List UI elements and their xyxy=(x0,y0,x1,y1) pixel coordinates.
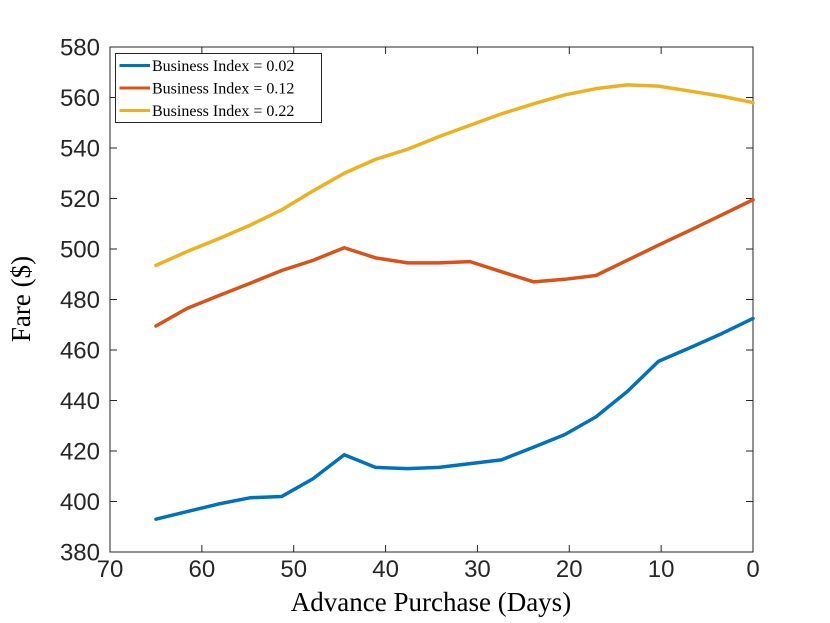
x-tick-label: 70 xyxy=(97,556,124,583)
y-tick-label: 480 xyxy=(60,287,100,314)
y-tick-label: 400 xyxy=(60,489,100,516)
legend: Business Index = 0.02 Business Index = 0.… xyxy=(115,53,322,123)
legend-entry-label: Business Index = 0.02 xyxy=(152,58,294,75)
x-axis-label: Advance Purchase (Days) xyxy=(291,587,571,617)
y-tick-label: 380 xyxy=(60,539,100,566)
series-line-2 xyxy=(154,83,755,268)
legend-entry-label: Business Index = 0.12 xyxy=(152,81,294,98)
x-tick-label: 30 xyxy=(464,556,491,583)
x-tick-label: 20 xyxy=(556,556,583,583)
y-tick-label: 440 xyxy=(60,388,100,415)
x-tick-label: 50 xyxy=(280,556,307,583)
y-tick-label: 520 xyxy=(60,186,100,213)
y-tick-label: 420 xyxy=(60,438,100,465)
x-tick-label: 40 xyxy=(372,556,399,583)
y-tick-label: 580 xyxy=(60,34,100,61)
y-tick-label: 500 xyxy=(60,236,100,263)
legend-entry-label: Business Index = 0.22 xyxy=(152,103,294,120)
x-tick-label: 60 xyxy=(189,556,216,583)
data-series xyxy=(154,83,755,521)
series-line-1 xyxy=(154,198,755,328)
y-tick-label: 540 xyxy=(60,135,100,162)
y-tick-label: 460 xyxy=(60,337,100,364)
y-tick-label: 560 xyxy=(60,85,100,112)
x-tick-label: 0 xyxy=(746,556,759,583)
x-tick-label: 10 xyxy=(648,556,675,583)
series-line-0 xyxy=(154,316,755,521)
y-axis-label: Fare ($) xyxy=(6,256,36,342)
axes: 70 60 50 40 30 20 10 0 380 400 420 440 460 480 500 520 5… xyxy=(60,34,760,583)
